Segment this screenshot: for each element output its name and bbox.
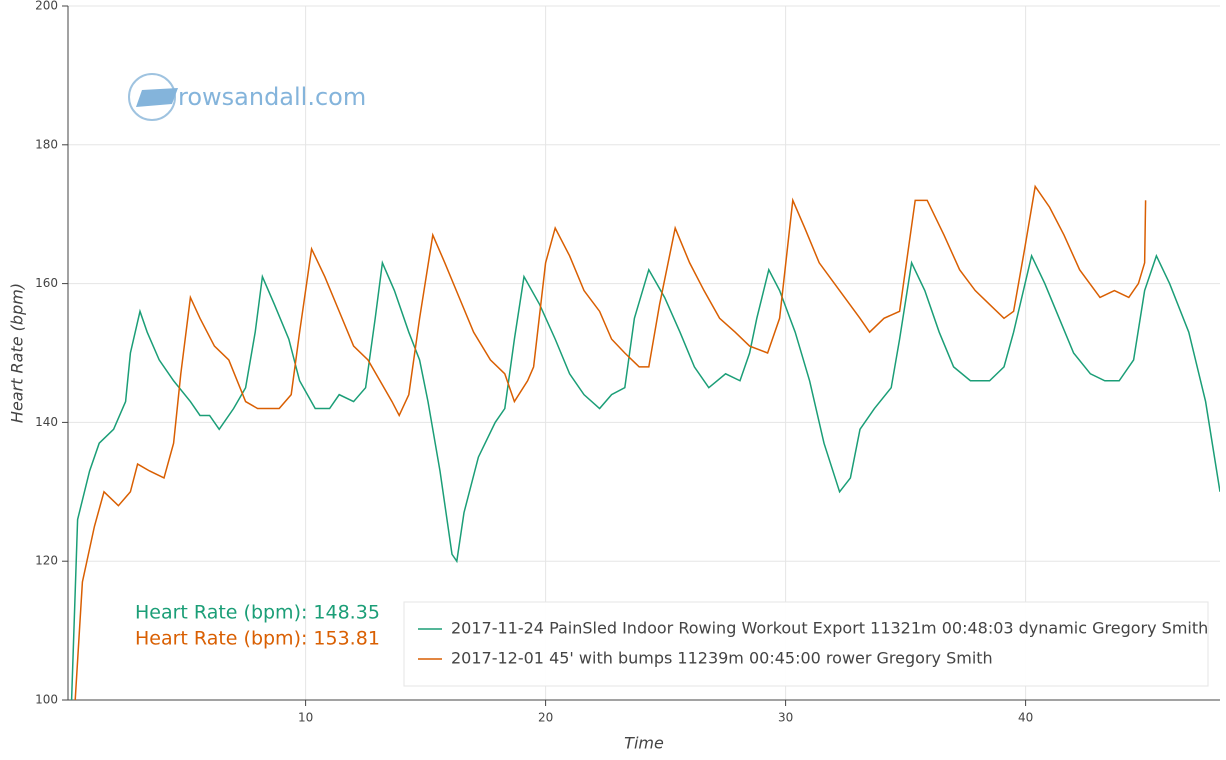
x-tick-label: 30 bbox=[778, 711, 793, 725]
y-tick-label: 100 bbox=[35, 693, 58, 707]
y-tick-label: 200 bbox=[35, 0, 58, 13]
line-series bbox=[70, 253, 1220, 700]
y-tick-label: 160 bbox=[35, 276, 58, 290]
x-axis-label: Time bbox=[624, 734, 664, 753]
legend-label: 2017-11-24 PainSled Indoor Rowing Workou… bbox=[451, 619, 1208, 638]
y-axis-label: Heart Rate (bpm) bbox=[8, 283, 27, 423]
x-tick-label: 40 bbox=[1018, 711, 1033, 725]
legend: 2017-11-24 PainSled Indoor Rowing Workou… bbox=[403, 601, 1209, 687]
y-tick-label: 180 bbox=[35, 137, 58, 151]
stat-annotation: Heart Rate (bpm): 148.35 bbox=[135, 602, 380, 624]
watermark-text: rowsandall.com bbox=[178, 83, 366, 111]
line-series bbox=[74, 184, 1147, 700]
legend-label: 2017-12-01 45' with bumps 11239m 00:45:0… bbox=[451, 649, 993, 668]
watermark-logo: rowsandall.com bbox=[128, 73, 366, 121]
legend-box bbox=[403, 601, 1209, 687]
x-tick-label: 10 bbox=[298, 711, 313, 725]
stat-annotation: Heart Rate (bpm): 153.81 bbox=[135, 628, 380, 650]
x-tick-label: 20 bbox=[538, 711, 553, 725]
y-tick-label: 140 bbox=[35, 415, 58, 429]
y-tick-label: 120 bbox=[35, 554, 58, 568]
